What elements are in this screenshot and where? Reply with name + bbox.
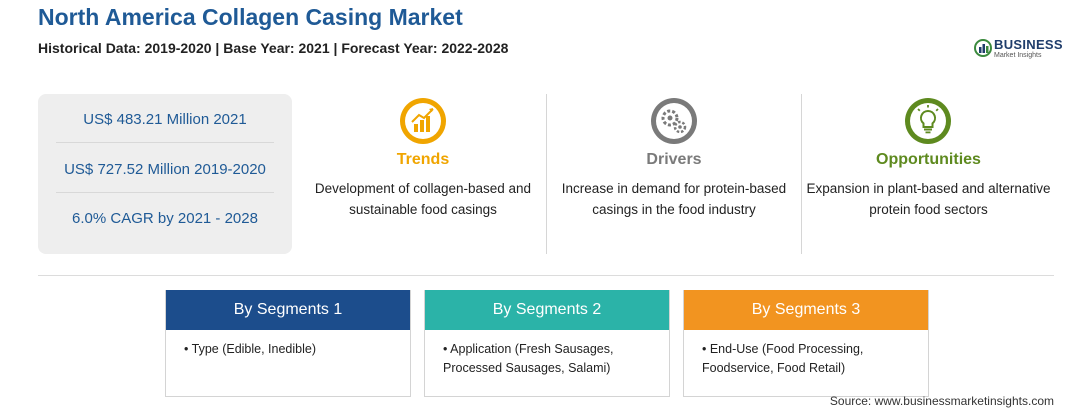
segment-2-text: • Application (Fresh Sausages, Processed… bbox=[443, 342, 614, 375]
logo-name: BUSINESS bbox=[994, 37, 1063, 52]
opportunities-text: Expansion in plant-based and alternative… bbox=[806, 181, 1051, 217]
stat-cagr: 6.0% CAGR by 2021 - 2028 bbox=[72, 210, 258, 227]
lightbulb-icon bbox=[905, 98, 951, 144]
opportunities-column: Opportunities Expansion in plant-based a… bbox=[803, 94, 1054, 254]
segment-1-title: By Segments 1 bbox=[166, 290, 410, 330]
gears-icon bbox=[651, 98, 697, 144]
logo-tagline: Market Insights bbox=[994, 52, 1042, 59]
column-divider bbox=[801, 94, 802, 254]
stats-panel: US$ 483.21 Million 2021 US$ 727.52 Milli… bbox=[38, 94, 292, 254]
trends-text: Development of collagen-based and sustai… bbox=[314, 181, 532, 217]
company-logo: BUSINESS Market Insights bbox=[974, 36, 1064, 64]
trends-column: Trends Development of collagen-based and… bbox=[300, 94, 546, 254]
column-divider bbox=[546, 94, 547, 254]
page-subtitle: Historical Data: 2019-2020 | Base Year: … bbox=[38, 40, 509, 56]
segment-card-3: By Segments 3 • End-Use (Food Processing… bbox=[683, 290, 929, 397]
drivers-column: Drivers Increase in demand for protein-b… bbox=[548, 94, 800, 254]
trends-label: Trends bbox=[396, 151, 450, 168]
page-title: North America Collagen Casing Market bbox=[38, 4, 463, 30]
opportunities-label: Opportunities bbox=[876, 151, 981, 168]
stat-market-size-2021: US$ 483.21 Million 2021 bbox=[83, 111, 247, 128]
stat-divider bbox=[56, 142, 274, 143]
stat-market-size-historic: US$ 727.52 Million 2019-2020 bbox=[64, 161, 266, 178]
drivers-text: Increase in demand for protein-based cas… bbox=[561, 181, 787, 217]
trend-chart-icon bbox=[400, 98, 446, 144]
logo-mark-icon bbox=[974, 39, 992, 57]
segment-3-title: By Segments 3 bbox=[684, 290, 928, 330]
stat-divider bbox=[56, 192, 274, 193]
segment-2-title: By Segments 2 bbox=[425, 290, 669, 330]
drivers-label: Drivers bbox=[646, 151, 702, 168]
source-link[interactable]: Source: www.businessmarketinsights.com bbox=[829, 394, 1054, 408]
segment-card-2: By Segments 2 • Application (Fresh Sausa… bbox=[424, 290, 670, 397]
section-divider bbox=[38, 275, 1054, 276]
segment-3-text: • End-Use (Food Processing, Foodservice,… bbox=[702, 342, 864, 375]
segment-card-1: By Segments 1 • Type (Edible, Inedible) bbox=[165, 290, 411, 397]
segment-1-text: • Type (Edible, Inedible) bbox=[184, 342, 317, 356]
